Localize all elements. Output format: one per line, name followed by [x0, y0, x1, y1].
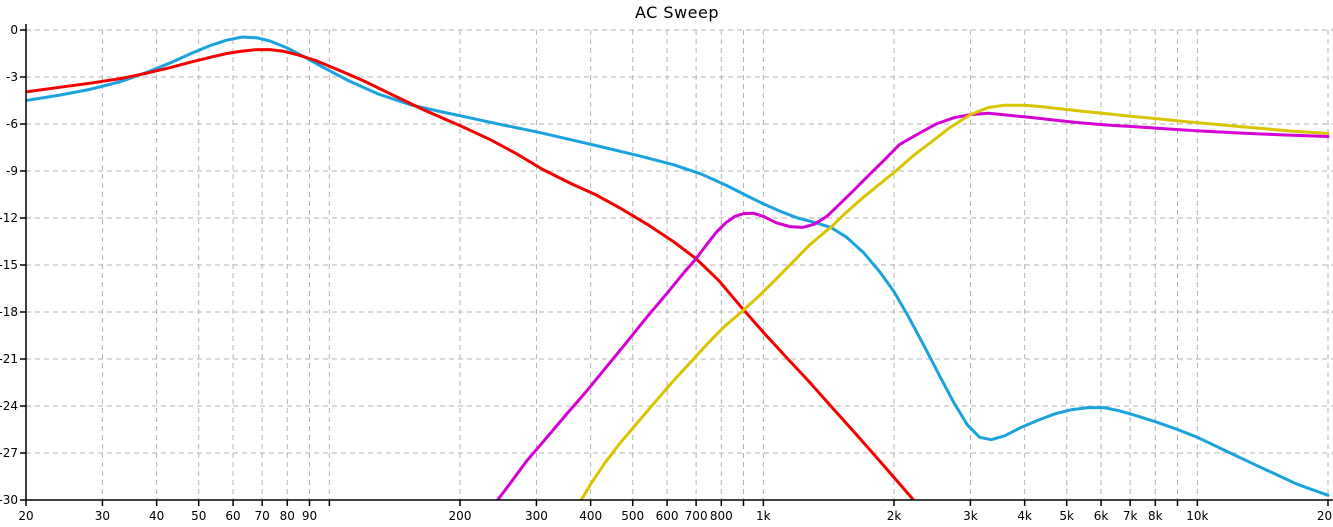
chart-title: AC Sweep	[634, 3, 719, 22]
x-tick-label: 500	[621, 509, 644, 523]
y-tick-label: 0	[10, 23, 18, 37]
red-trace	[26, 48, 916, 500]
traces-group	[26, 35, 1330, 500]
x-tick-label: 7k	[1123, 509, 1138, 523]
x-tick-label: 10k	[1186, 509, 1208, 523]
x-tick-label: 3k	[963, 509, 978, 523]
x-tick-label: 20	[18, 509, 33, 523]
x-tick-label: 1k	[756, 509, 771, 523]
y-tick-label: -18	[0, 305, 18, 319]
y-tick-label: -12	[0, 211, 18, 225]
x-tick-label: 2k	[887, 509, 902, 523]
yellow-trace	[579, 103, 1330, 500]
x-tick-label: 8k	[1148, 509, 1163, 523]
x-tick-label: 200	[449, 509, 472, 523]
y-tick-label: -15	[0, 258, 18, 272]
x-tick-label: 4k	[1017, 509, 1032, 523]
x-tick-label: 80	[280, 509, 295, 523]
x-tick-label: 30	[95, 509, 110, 523]
x-tick-label: 20k	[1317, 509, 1333, 523]
x-tick-label: 40	[149, 509, 164, 523]
y-tick-label: -27	[0, 446, 18, 460]
cyan-trace	[26, 35, 1330, 497]
x-tick-label: 600	[656, 509, 679, 523]
x-tick-label: 90	[302, 509, 317, 523]
y-tick-label: -30	[0, 493, 18, 507]
y-tick-label: -24	[0, 399, 18, 413]
x-tick-label: 800	[710, 509, 733, 523]
y-tick-label: -3	[6, 70, 18, 84]
x-tick-label: 5k	[1059, 509, 1074, 523]
y-tick-label: -9	[6, 164, 18, 178]
x-tick-label: 400	[579, 509, 602, 523]
y-tick-label: -21	[0, 352, 18, 366]
x-tick-label: 700	[685, 509, 708, 523]
magenta-trace	[495, 111, 1330, 500]
x-tick-label: 6k	[1094, 509, 1109, 523]
y-tick-label: -6	[6, 117, 18, 131]
x-tick-label: 60	[225, 509, 240, 523]
x-tick-label: 300	[525, 509, 548, 523]
x-tick-label: 70	[254, 509, 269, 523]
x-tick-label: 50	[191, 509, 206, 523]
